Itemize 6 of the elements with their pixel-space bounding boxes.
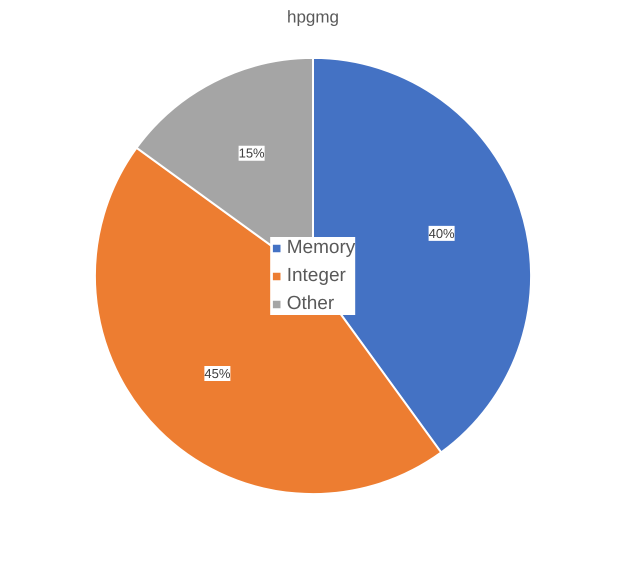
data-label: 40% — [428, 226, 456, 241]
chart-title: hpgmg — [287, 8, 339, 26]
legend-label: Integer — [286, 264, 346, 286]
data-label: 15% — [238, 146, 266, 161]
data-label: 45% — [204, 366, 231, 381]
legend-label: Other — [286, 292, 334, 314]
